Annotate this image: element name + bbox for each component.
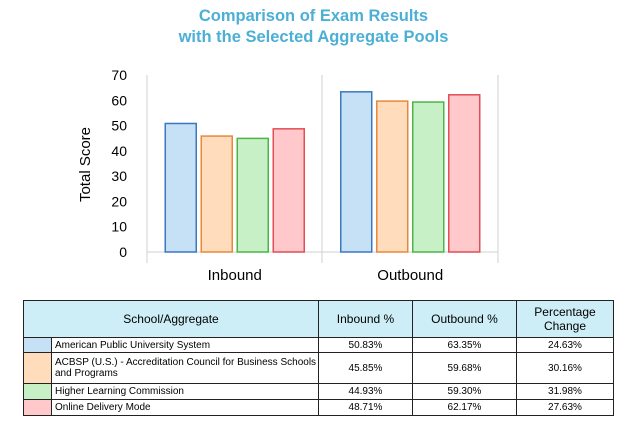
- header-inbound: Inbound %: [318, 300, 413, 338]
- y-tick-label: 30: [111, 168, 127, 184]
- row-outbound: 63.35%: [412, 337, 517, 353]
- bar: [448, 94, 481, 253]
- color-swatch: [23, 352, 52, 384]
- row-change: 31.98%: [516, 383, 614, 400]
- row-outbound: 59.30%: [412, 383, 517, 400]
- row-name: Higher Learning Commission: [51, 383, 319, 400]
- y-tick-label: 40: [111, 143, 127, 159]
- chart-title: Comparison of Exam Results with the Sele…: [0, 6, 627, 48]
- color-swatch: [23, 399, 52, 416]
- table-row: Higher Learning Commission 44.93% 59.30%…: [23, 383, 614, 400]
- row-inbound: 50.83%: [318, 337, 413, 353]
- bar: [376, 100, 409, 253]
- chart-title-line-1: Comparison of Exam Results: [198, 7, 429, 25]
- table-row: ACBSP (U.S.) - Accreditation Council for…: [23, 352, 614, 384]
- color-swatch: [23, 337, 52, 353]
- row-change: 24.63%: [516, 337, 614, 353]
- y-tick-label: 60: [111, 92, 127, 108]
- bar: [200, 135, 233, 253]
- bar: [236, 137, 269, 253]
- y-axis-label: Total Score: [77, 127, 94, 202]
- row-outbound: 59.68%: [412, 352, 517, 384]
- row-inbound: 45.85%: [318, 352, 413, 384]
- bar: [164, 122, 197, 253]
- row-inbound: 44.93%: [318, 383, 413, 400]
- y-tick-label: 10: [111, 219, 127, 235]
- y-tick-label: 20: [111, 193, 127, 209]
- y-tick-label: 70: [111, 67, 127, 83]
- header-outbound: Outbound %: [412, 300, 517, 338]
- x-tick-label: Outbound: [377, 267, 443, 284]
- color-swatch: [23, 383, 52, 400]
- chart-title-line-2: with the Selected Aggregate Pools: [178, 28, 449, 46]
- row-outbound: 62.17%: [412, 399, 517, 416]
- y-tick-label: 50: [111, 118, 127, 134]
- table-row: Online Delivery Mode 48.71% 62.17% 27.63…: [23, 399, 614, 416]
- bar: [412, 101, 445, 253]
- row-inbound: 48.71%: [318, 399, 413, 416]
- y-tick-label: 0: [119, 244, 127, 260]
- bar: [340, 91, 373, 253]
- bar: [272, 128, 305, 253]
- results-table: School/Aggregate Inbound % Outbound % Pe…: [23, 300, 614, 416]
- table-row: American Public University System 50.83%…: [23, 337, 614, 353]
- header-change: Percentage Change: [516, 300, 614, 338]
- header-school: School/Aggregate: [23, 300, 319, 338]
- row-name: American Public University System: [51, 337, 319, 353]
- row-change: 27.63%: [516, 399, 614, 416]
- row-name: Online Delivery Mode: [51, 399, 319, 416]
- row-name: ACBSP (U.S.) - Accreditation Council for…: [51, 352, 319, 384]
- x-tick-label: Inbound: [208, 267, 262, 284]
- bar-chart: Total Score 0 10 20 30 40 50 60 70 Inbound Outboun…: [77, 67, 499, 284]
- table-header-row: School/Aggregate Inbound % Outbound % Pe…: [23, 300, 614, 338]
- row-change: 30.16%: [516, 352, 614, 384]
